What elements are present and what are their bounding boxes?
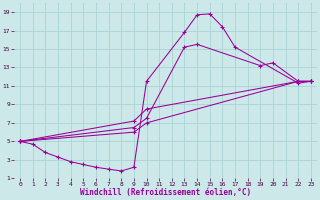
X-axis label: Windchill (Refroidissement éolien,°C): Windchill (Refroidissement éolien,°C) xyxy=(80,188,251,197)
